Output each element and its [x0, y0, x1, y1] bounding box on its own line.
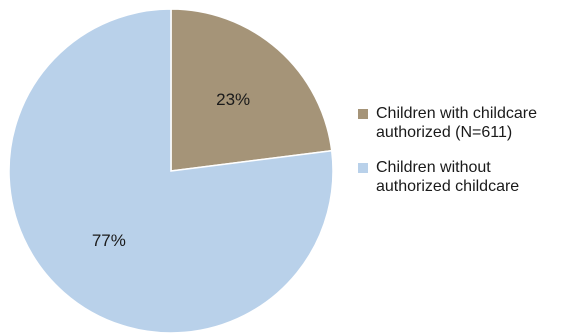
- pie-slice-label-1: 77%: [92, 231, 126, 250]
- pie-slice-0: [170, 8, 333, 172]
- legend: Children with childcare authorized (N=61…: [358, 104, 573, 212]
- legend-label-with-childcare-line2: authorized (N=611): [376, 124, 513, 141]
- legend-item-with-childcare: Children with childcare authorized (N=61…: [358, 104, 573, 142]
- legend-label-without-childcare-line2: authorized childcare: [376, 178, 520, 195]
- pie-slice-1: [8, 8, 334, 333]
- legend-swatch-without-childcare: [358, 163, 368, 173]
- legend-label-without-childcare-line1: Children without: [376, 159, 491, 176]
- legend-swatch-with-childcare: [358, 109, 368, 119]
- pie-slice-label-0: 23%: [216, 90, 250, 109]
- legend-label-with-childcare-line1: Children with childcare: [376, 105, 537, 122]
- legend-item-without-childcare: Children without authorized childcare: [358, 158, 573, 196]
